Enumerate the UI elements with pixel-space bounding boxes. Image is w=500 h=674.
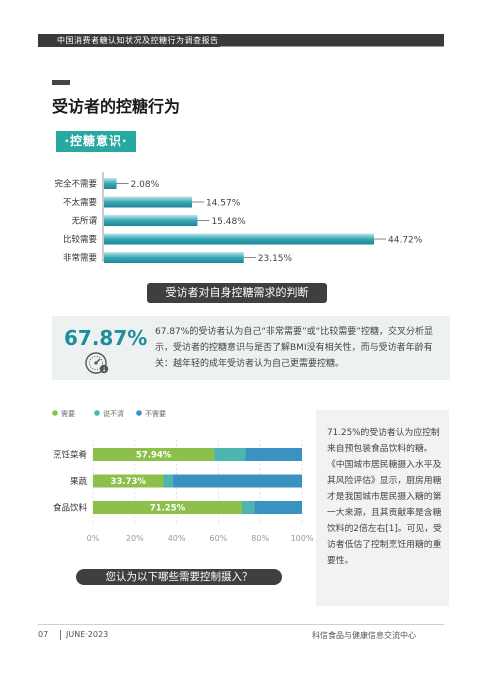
legend-label: 不需要 bbox=[145, 410, 166, 418]
judgment-banner: 受访者对自身控糖需求的判断 bbox=[147, 283, 327, 303]
key-percentage: 67.87% bbox=[64, 326, 148, 350]
judgment-info-box bbox=[52, 316, 450, 380]
svg-text:↓: ↓ bbox=[101, 367, 106, 374]
footer-separator bbox=[60, 630, 61, 640]
legend-marker bbox=[136, 410, 142, 416]
legend-label: 说不清 bbox=[103, 409, 124, 418]
stack-value-label: 57.94% bbox=[136, 451, 172, 461]
legend-label: 需要 bbox=[61, 410, 75, 418]
report-title: 中国消费者糖认知状况及控糖行为调查报告 bbox=[57, 36, 219, 45]
stack-value-label: 71.25% bbox=[150, 504, 186, 514]
stack-segment-2-1 bbox=[241, 501, 255, 514]
page-number: 07 bbox=[38, 630, 49, 639]
stack-segment-1-1 bbox=[163, 474, 173, 488]
stack-segment-1-0 bbox=[93, 474, 164, 488]
section-accent bbox=[52, 80, 70, 85]
sugar-awareness-badge: ·控糖意识· bbox=[56, 131, 136, 152]
legend-marker bbox=[52, 410, 58, 416]
question-banner: 您认为以下哪些需要控制摄入？ bbox=[76, 569, 282, 585]
gauge-icon: ↓ bbox=[85, 352, 109, 374]
stack-category-label: 果蔬 bbox=[70, 476, 88, 487]
stack-segment-0-2 bbox=[245, 448, 302, 461]
judgment-text: 67.87%的受访者认为自己“非常需要”或“比较需要”控糖，交叉分析显示，受访者… bbox=[155, 327, 433, 369]
section-title: 受访者的控糖行为 bbox=[52, 97, 181, 116]
stack-tick-label: 60% bbox=[210, 534, 228, 543]
stack-tick-label: 0% bbox=[87, 534, 100, 543]
stack-segment-1-2 bbox=[172, 474, 302, 488]
stack-tick-label: 40% bbox=[168, 534, 186, 543]
legend-marker bbox=[94, 410, 100, 416]
issue-date: JUNE·2023 bbox=[66, 630, 109, 639]
side-note-box bbox=[316, 410, 449, 606]
stack-category-label: 食品饮料 bbox=[53, 503, 88, 514]
stack-segment-2-2 bbox=[254, 501, 302, 514]
stack-category-label: 烹饪菜肴 bbox=[53, 450, 87, 461]
side-note-text: 71.25%的受访者认为应控制来自预包装食品饮料的糖。《中国城市居民糖摄入水平及… bbox=[327, 428, 442, 566]
stack-segment-2-0 bbox=[93, 501, 242, 514]
stack-segment-0-1 bbox=[214, 448, 246, 461]
stack-tick-label: 100% bbox=[291, 534, 314, 543]
header-bar bbox=[38, 34, 444, 47]
stack-value-label: 33.73% bbox=[111, 477, 147, 487]
organization-name: 科信食品与健康信息交流中心 bbox=[312, 631, 416, 640]
header-divider bbox=[220, 46, 444, 47]
stack-tick-label: 80% bbox=[251, 534, 269, 543]
stack-tick-label: 20% bbox=[126, 534, 144, 543]
footer-divider bbox=[38, 624, 444, 625]
stack-segment-0-0 bbox=[93, 448, 215, 461]
